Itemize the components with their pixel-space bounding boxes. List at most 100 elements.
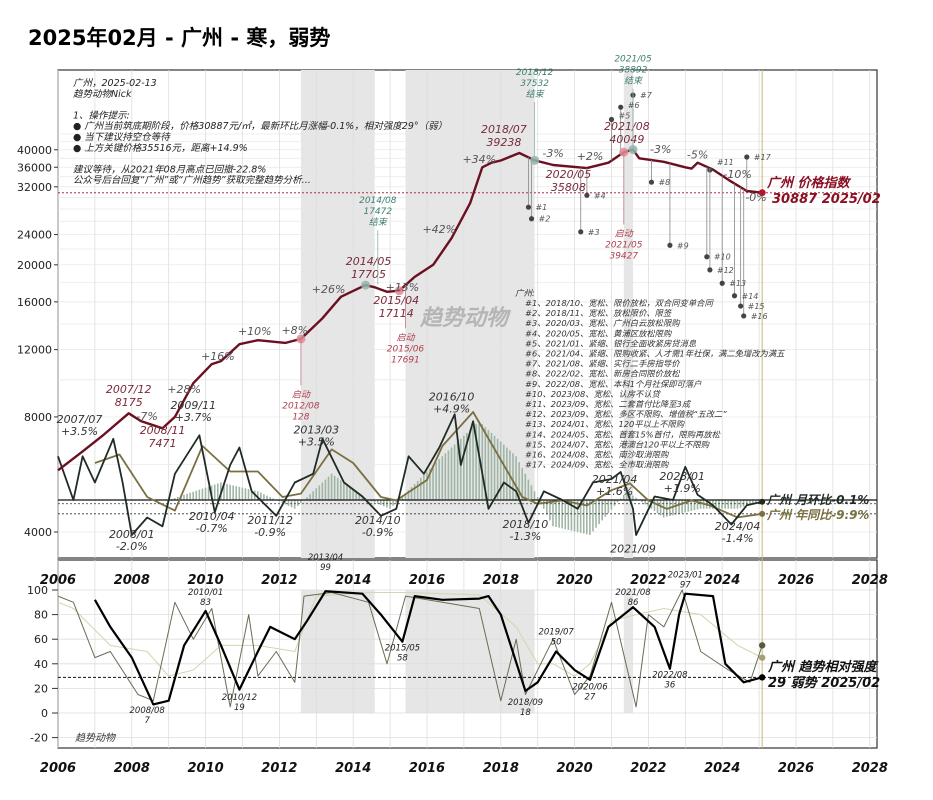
histogram-bar [410,487,413,500]
price-annotation: 2014/05 [346,255,392,268]
histogram-bar [678,500,680,514]
y-tick-label: 16000 [17,296,52,309]
footer-brand: 趋势动物 [75,732,117,744]
rsi-annotation: 50 [551,637,562,647]
mom-annotation: 2011/12 [247,514,293,527]
histogram-bar [229,484,231,500]
histogram-bar [530,485,533,500]
event-marker-dot [578,229,584,235]
event-marker-label-group: #6 [628,101,640,110]
event-marker-label: #8 [658,178,670,187]
price-annotation: 39238 [486,136,521,149]
end-signal-dot [628,145,638,155]
histogram-bar [644,500,647,505]
price-annotation: 结束 [624,76,643,87]
histogram-bar [281,500,284,503]
event-list-item: #8、2022/02、宽松、新房合同限价放松 [525,369,680,379]
event-list-item: #11、2023/09、宽松、二套首付比降至3成 [525,399,692,409]
price-annotation: 启动 [615,229,634,240]
price-annotation: 8175 [115,396,143,409]
histogram-bar [607,500,610,514]
histogram-bar [284,500,287,505]
histogram-bar [595,500,597,528]
histogram-bar [564,500,567,530]
x-tick-label: 2014 [335,573,371,588]
price-series-line [57,148,763,472]
histogram-bar [632,495,634,500]
price-annotation-group: +13% [386,281,420,294]
histogram-bar [441,456,444,500]
price-annotation: 2014/08 [359,196,397,206]
histogram-bar [330,473,333,500]
mom-annotation: +3.5% [298,435,335,448]
event-marker-dot [731,293,738,299]
event-marker-label-group: #5 [619,112,631,121]
histogram-bar [755,500,757,503]
x-tick-label: 2026 [778,573,814,588]
histogram-bar [429,468,431,500]
trend-shade-bottom [623,590,634,713]
event-list-item: #1、2018/10、宽松、限价放松，双合同变单合同 [525,298,714,308]
y-tick-label: 20 [34,682,48,695]
x-tick-label: 2012 [261,573,297,588]
event-marker-label-group: #3 [588,228,600,237]
mom-annotation: 2023/01 [659,470,705,483]
histogram-bar [269,497,271,500]
event-marker-label: #7 [640,91,653,100]
info-line: 趋势动物Nick [73,89,132,100]
rsi2-series-line [57,589,763,708]
y-tick-label: 40 [34,658,48,671]
y-tick-label: 60 [34,633,48,646]
price-annotation-group: +42% [422,223,456,236]
x-tick-label: 2010 [188,573,224,588]
histogram-bar [506,447,508,500]
histogram-bar [518,462,520,500]
histogram-bar [177,496,179,500]
histogram-bar [244,488,247,500]
histogram-bar [579,500,582,533]
x-tick-label: 2010 [188,761,224,776]
start-signal-dot [394,286,404,296]
price-annotation-group: -0% [745,191,766,204]
histogram-bar [306,497,308,500]
event-marker-label: #15 [748,302,765,311]
price-annotation: 2020/05 [546,168,592,181]
event-list-item: #17、2024/09、宽松、全市取消限购 [525,460,670,470]
price-annotation: 2021/05 [605,241,643,251]
yoy-end-dot [759,510,766,517]
y-tick-label: 0 [41,707,48,720]
histogram-bar [186,493,188,500]
event-marker-label: #14 [742,292,759,301]
histogram-bar [459,438,462,500]
y-tick-label: 8000 [24,411,52,424]
mom-annotation-group: 2009/11+3.7% [170,399,216,424]
y-tick-label: 20000 [17,259,52,272]
histogram-bar [527,479,530,500]
histogram-bar [616,500,619,503]
rsi-annotation: 99 [320,563,331,573]
mom-annotation-group: 2018/10-1.3% [503,518,549,543]
mom-annotation: 2008/01 [109,528,155,541]
event-marker-dot [744,154,750,160]
mom-annotation: 2013/03 [293,423,339,436]
price-annotation-group: +10% [238,325,272,338]
mom-annotation: 2016/10 [429,390,475,403]
histogram-bar [499,441,502,500]
histogram-bar [266,495,268,500]
price-annotation: -10% [723,168,751,181]
histogram-bar [493,435,496,500]
x-tick-label: 2024 [704,573,740,588]
x-tick-label: 2022 [630,573,666,588]
histogram-bar [450,447,453,500]
mom-annotation-group: 2014/10-0.9% [355,514,401,539]
histogram-bar [542,500,545,509]
histogram-bar [699,500,702,509]
rsi-annotation: 2020/06 [572,683,608,693]
price-annotation-group: -10% [723,168,751,181]
histogram-bar [647,500,650,507]
